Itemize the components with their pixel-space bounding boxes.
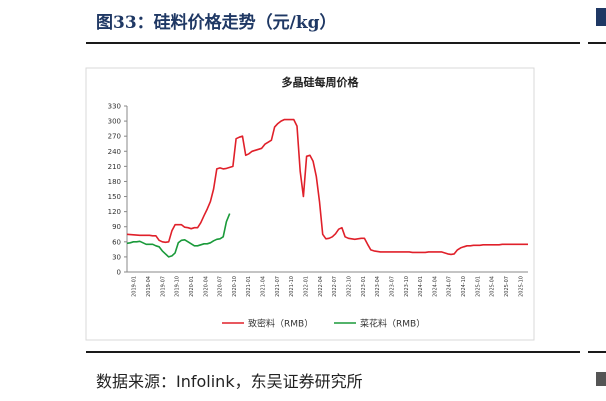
x-tick-label: 2025-04 <box>490 276 496 297</box>
legend-label: 致密料（RMB） <box>248 318 313 330</box>
y-tick-label: 30 <box>112 253 121 261</box>
x-tick-label: 2021-10 <box>289 276 295 297</box>
source-note: 数据来源：Infolink，东吴证券研究所 <box>96 372 363 391</box>
legend: 致密料（RMB） 菜花料（RMB） <box>222 318 425 330</box>
x-tick-label: 2020-01 <box>189 276 195 297</box>
y-tick-label: 90 <box>112 223 121 231</box>
y-axis: 0 30 60 90 120 150 180 210 240 270 300 330 <box>108 103 128 277</box>
y-tick-label: 270 <box>108 133 121 141</box>
y-tick-label: 0 <box>117 269 121 277</box>
x-tick-label: 2020-04 <box>203 276 209 297</box>
x-tick-label: 2023-07 <box>389 276 395 297</box>
figure-title: 图33：硅料价格走势（元/kg） <box>96 13 337 33</box>
next-figure-title-fragment <box>596 8 606 26</box>
x-tick-label: 2021-04 <box>261 276 267 297</box>
x-axis: 2019-01 2019-04 2019-07 2019-10 2020-01 2020-… <box>127 271 528 297</box>
y-tick-label: 180 <box>108 178 121 186</box>
x-tick-label: 2025-10 <box>518 276 524 297</box>
x-tick-label: 2019-10 <box>175 276 181 297</box>
legend-label: 菜花料（RMB） <box>360 318 425 330</box>
top-rule <box>86 42 580 44</box>
y-tick-label: 120 <box>108 208 121 216</box>
y-tick-label: 60 <box>112 238 121 246</box>
x-tick-label: 2024-10 <box>461 276 467 297</box>
next-figure-bottom-rule <box>588 351 606 353</box>
y-tick-label: 330 <box>108 103 121 111</box>
series-line-cauliflower-material <box>126 213 231 258</box>
x-tick-label: 2024-07 <box>447 276 453 297</box>
y-tick-label: 150 <box>108 193 121 201</box>
x-tick-label: 2022-04 <box>318 276 324 297</box>
next-figure-source-fragment <box>596 372 606 386</box>
x-tick-label: 2021-01 <box>246 276 252 297</box>
x-tick-label: 2024-04 <box>432 276 438 297</box>
x-tick-label: 2019-04 <box>146 276 152 297</box>
series-layer <box>126 118 528 258</box>
x-tick-label: 2019-01 <box>132 276 138 297</box>
x-tick-label: 2023-10 <box>404 276 410 297</box>
y-tick-label: 210 <box>108 163 121 171</box>
next-figure-top-rule <box>588 42 606 44</box>
chart-title: 多晶硅每周价格 <box>282 75 360 89</box>
y-tick-label: 240 <box>108 148 121 156</box>
x-tick-label: 2022-07 <box>332 276 338 297</box>
x-tick-label: 2023-04 <box>375 276 381 297</box>
x-tick-label: 2022-10 <box>346 276 352 297</box>
x-tick-label: 2020-07 <box>218 276 224 297</box>
x-tick-label: 2025-07 <box>504 276 510 297</box>
x-tick-label: 2025-01 <box>475 276 481 297</box>
y-tick-label: 300 <box>108 118 121 126</box>
series-line-dense-material <box>126 118 528 256</box>
bottom-rule <box>86 351 580 353</box>
x-tick-label: 2024-01 <box>418 276 424 297</box>
x-tick-label: 2023-01 <box>361 276 367 297</box>
chart-area-border <box>85 67 535 341</box>
x-tick-label: 2021-07 <box>275 276 281 297</box>
x-tick-label: 2020-10 <box>232 276 238 297</box>
x-tick-label: 2022-01 <box>304 276 310 297</box>
x-tick-label: 2019-07 <box>160 276 166 297</box>
